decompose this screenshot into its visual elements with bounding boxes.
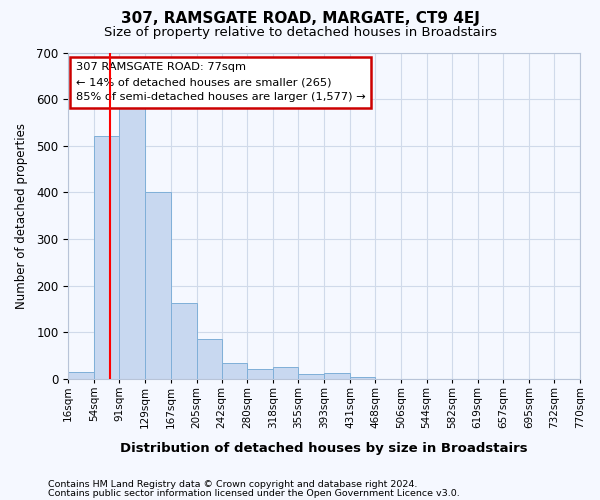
Y-axis label: Number of detached properties: Number of detached properties <box>15 123 28 309</box>
Bar <box>324 374 350 379</box>
Text: 307 RAMSGATE ROAD: 77sqm
← 14% of detached houses are smaller (265)
85% of semi-: 307 RAMSGATE ROAD: 77sqm ← 14% of detach… <box>76 62 365 102</box>
Bar <box>119 106 145 379</box>
Bar <box>197 340 221 379</box>
Bar <box>350 376 375 379</box>
Bar <box>145 192 171 379</box>
Bar <box>221 362 247 379</box>
Bar <box>273 368 298 379</box>
Text: Size of property relative to detached houses in Broadstairs: Size of property relative to detached ho… <box>104 26 497 39</box>
Bar <box>171 303 197 379</box>
Bar <box>94 136 119 379</box>
Bar <box>298 374 324 379</box>
Text: Contains public sector information licensed under the Open Government Licence v3: Contains public sector information licen… <box>48 488 460 498</box>
Bar <box>68 372 94 379</box>
Bar <box>247 369 273 379</box>
Text: Contains HM Land Registry data © Crown copyright and database right 2024.: Contains HM Land Registry data © Crown c… <box>48 480 418 489</box>
Text: 307, RAMSGATE ROAD, MARGATE, CT9 4EJ: 307, RAMSGATE ROAD, MARGATE, CT9 4EJ <box>121 12 479 26</box>
X-axis label: Distribution of detached houses by size in Broadstairs: Distribution of detached houses by size … <box>121 442 528 455</box>
